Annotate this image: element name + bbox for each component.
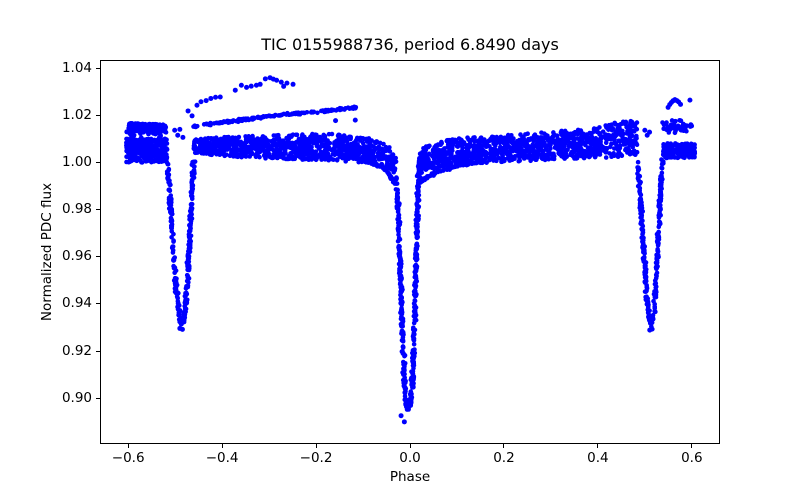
plot-axes-box — [100, 60, 720, 444]
y-tick-mark — [96, 256, 100, 258]
x-tick-mark — [409, 444, 411, 448]
y-tick-mark — [96, 114, 100, 116]
y-tick-label: 1.02 — [61, 106, 92, 123]
y-tick-mark — [96, 67, 100, 69]
x-tick-mark — [503, 444, 505, 448]
x-tick-label: 0.0 — [399, 450, 421, 466]
y-tick-mark — [96, 350, 100, 352]
x-tick-label: 0.2 — [493, 450, 515, 466]
y-tick-mark — [96, 209, 100, 211]
x-tick-label: −0.4 — [205, 450, 239, 466]
y-tick-label: 0.94 — [61, 295, 92, 312]
x-tick-label: −0.2 — [299, 450, 333, 466]
x-tick-mark — [127, 444, 129, 448]
x-tick-mark — [221, 444, 223, 448]
y-tick-label: 0.92 — [61, 342, 92, 359]
chart-title: TIC 0155988736, period 6.8490 days — [261, 35, 559, 54]
y-tick-mark — [96, 397, 100, 399]
y-tick-label: 0.96 — [61, 248, 92, 265]
x-tick-label: 0.4 — [587, 450, 609, 466]
x-tick-mark — [691, 444, 693, 448]
x-tick-mark — [315, 444, 317, 448]
y-tick-mark — [96, 303, 100, 305]
y-tick-label: 1.00 — [61, 153, 92, 170]
x-tick-mark — [597, 444, 599, 448]
x-axis-label: Phase — [389, 469, 431, 485]
y-tick-label: 0.98 — [61, 201, 92, 218]
y-tick-label: 0.90 — [61, 389, 92, 406]
y-tick-mark — [96, 161, 100, 163]
y-tick-label: 1.04 — [61, 59, 92, 76]
x-tick-label: 0.6 — [681, 450, 703, 466]
x-tick-label: −0.6 — [111, 450, 145, 466]
